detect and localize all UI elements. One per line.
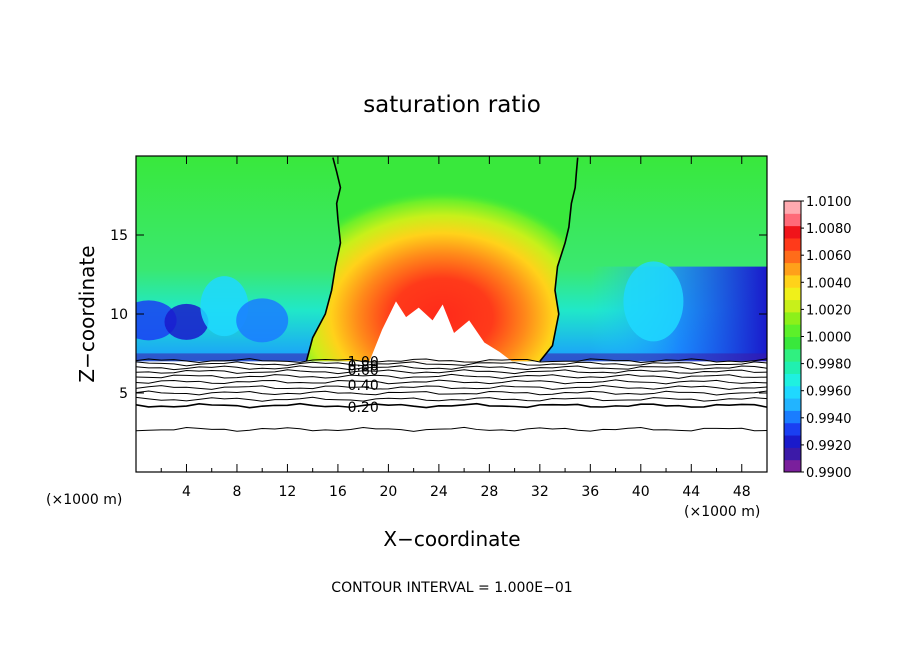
low-level-blob: [236, 298, 289, 343]
x-unit-right: (×1000 m): [684, 504, 760, 520]
saturation-contour-left: [305, 157, 342, 362]
colorbar-swatch: [784, 262, 801, 276]
colorbar-tick-label: 0.9980: [806, 358, 852, 373]
colorbar-swatch: [784, 311, 801, 325]
colorbar-tick-label: 1.0100: [806, 195, 852, 210]
lower-contour-line: [136, 373, 767, 379]
colorbar-tick-label: 0.9920: [806, 439, 852, 454]
contour-label: 0.80: [348, 358, 379, 374]
colorbar-swatch: [784, 336, 801, 350]
below-boundary: [136, 361, 767, 472]
saturation-field: [136, 156, 767, 472]
x-axis-ticks: 4 8 12 16 20 24 28 32 36 40 44 48: [160, 156, 751, 500]
colorbar-swatch: [784, 299, 801, 313]
colorbar-tick-label: 0.9900: [806, 466, 852, 481]
cloud-pocket: [369, 301, 513, 362]
colorbar-swatch: [784, 398, 801, 411]
x-tick-label: 8: [232, 484, 241, 500]
lower-contour-line: [136, 396, 767, 402]
colorbar-swatch: [784, 361, 801, 374]
x-tick-label: 48: [733, 484, 751, 500]
y-axis-ticks: 5 10 15: [110, 228, 767, 402]
y-tick-label: 5: [119, 386, 128, 402]
y-tick-label: 15: [110, 228, 128, 244]
low-level-blob: [164, 303, 209, 340]
x-tick-label: 24: [430, 484, 448, 500]
lower-contour-line: [136, 365, 767, 371]
colorbar-swatch: [784, 410, 801, 424]
lower-contour-line: [136, 390, 767, 396]
colorbar-swatch: [784, 225, 801, 239]
lower-contour-line: [136, 385, 767, 390]
colorbar-swatch: [784, 213, 801, 227]
y-axis-title: Z−coordinate: [75, 245, 99, 382]
x-unit-left: (×1000 m): [46, 492, 122, 508]
colorbar-tick-label: 1.0000: [806, 331, 852, 346]
colorbar-swatch: [784, 435, 801, 448]
colorbar-swatch: [784, 274, 801, 288]
lower-contour-line: [136, 426, 767, 432]
colorbar-swatch: [784, 459, 801, 473]
lower-contour-line: [136, 361, 767, 367]
colorbar-swatch: [784, 250, 801, 264]
colorbar-tick-label: 1.0020: [806, 303, 852, 318]
contour-label: 0.20: [348, 400, 379, 416]
x-tick-label: 4: [182, 484, 191, 500]
contour-label: 1.00: [348, 354, 379, 370]
contour-lines: 1.000.800.600.40 0.20: [136, 157, 767, 432]
x-tick-label: 40: [632, 484, 650, 500]
lower-contour-line: [136, 358, 767, 364]
x-axis-title: X−coordinate: [383, 527, 520, 551]
colorbar-tick-label: 1.0060: [806, 249, 852, 264]
colorbar-tick-label: 1.0040: [806, 276, 852, 291]
x-tick-label: 44: [682, 484, 700, 500]
colorbar-swatch: [784, 324, 801, 337]
colorbar-swatch: [784, 201, 801, 214]
contour-interval-label: CONTOUR INTERVAL = 1.000E−01: [331, 580, 572, 596]
x-tick-label: 36: [581, 484, 599, 500]
x-tick-label: 12: [279, 484, 297, 500]
colorbar-swatch: [784, 348, 801, 362]
x-tick-label: 20: [379, 484, 397, 500]
x-tick-label: 28: [480, 484, 498, 500]
colorbar-swatch: [784, 287, 801, 301]
colorbar-swatch: [784, 447, 801, 461]
colorbar: 0.9900 0.9920 0.9940 0.9960 0.9980 1.0000 1.00…: [783, 195, 852, 481]
colorbar-swatch: [784, 385, 801, 399]
lower-contour-line: [136, 402, 767, 409]
colorbar-swatch: [784, 373, 801, 387]
colorbar-tick-label: 1.0080: [806, 222, 852, 237]
colorbar-tick-label: 0.9940: [806, 412, 852, 427]
saturation-contour-right: [539, 157, 579, 362]
y-tick-label: 10: [110, 307, 128, 323]
contour-label: 0.60: [348, 363, 379, 379]
contour-label: 0.40: [348, 378, 379, 394]
colorbar-tick-label: 0.9960: [806, 385, 852, 400]
chart-title: saturation ratio: [363, 92, 541, 118]
colorbar-swatch: [784, 237, 801, 251]
x-tick-label: 32: [531, 484, 549, 500]
lower-contour-line: [136, 379, 767, 385]
lower-contour-line: [136, 369, 767, 375]
plume-supersaturated: [306, 157, 578, 362]
low-level-blob: [136, 300, 177, 341]
x-tick-label: 16: [329, 484, 347, 500]
colorbar-swatch: [784, 422, 801, 436]
low-level-blob: [623, 261, 684, 342]
